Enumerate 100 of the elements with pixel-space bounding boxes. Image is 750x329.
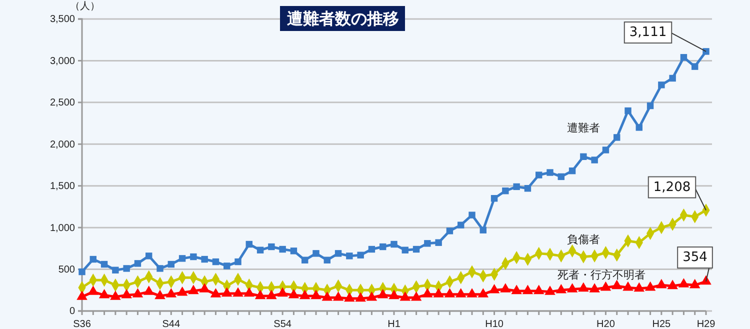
point bbox=[634, 282, 645, 292]
point bbox=[290, 248, 298, 254]
point bbox=[600, 281, 612, 291]
point bbox=[344, 292, 355, 302]
point bbox=[622, 281, 634, 291]
point bbox=[614, 134, 620, 141]
x-tick-label: H1 bbox=[388, 319, 401, 329]
y-tick-label: 500 bbox=[58, 264, 76, 276]
point bbox=[480, 226, 486, 234]
y-tick-label: 1,000 bbox=[50, 222, 76, 234]
point bbox=[511, 284, 522, 294]
point bbox=[636, 124, 642, 131]
point bbox=[455, 288, 466, 298]
point bbox=[322, 291, 333, 301]
point bbox=[669, 74, 676, 82]
point bbox=[658, 82, 665, 88]
series-label: 死者・行方不明者 bbox=[557, 268, 646, 282]
point bbox=[689, 278, 700, 288]
x-tick-label: H29 bbox=[696, 319, 716, 329]
point bbox=[680, 54, 688, 61]
point bbox=[201, 256, 208, 263]
point bbox=[490, 195, 498, 202]
point bbox=[500, 283, 511, 292]
point bbox=[368, 246, 376, 253]
point bbox=[433, 288, 444, 298]
point bbox=[332, 291, 344, 301]
point bbox=[646, 102, 654, 110]
point bbox=[268, 243, 275, 250]
x-tick-label: H25 bbox=[652, 319, 672, 329]
point bbox=[435, 239, 442, 246]
point bbox=[513, 183, 520, 190]
point bbox=[702, 48, 710, 55]
point bbox=[524, 185, 532, 192]
chart-title: 遭難者数の推移 bbox=[286, 9, 399, 28]
point bbox=[478, 288, 489, 298]
point bbox=[678, 278, 690, 288]
point bbox=[346, 252, 353, 260]
point bbox=[544, 286, 556, 295]
point bbox=[254, 290, 266, 300]
point bbox=[667, 280, 678, 290]
point bbox=[110, 290, 121, 300]
point bbox=[444, 288, 456, 298]
point bbox=[168, 260, 174, 268]
point bbox=[212, 258, 220, 266]
point bbox=[178, 255, 186, 262]
point bbox=[366, 291, 378, 301]
point bbox=[602, 146, 610, 154]
point bbox=[90, 256, 96, 263]
point bbox=[154, 290, 166, 300]
point bbox=[591, 156, 598, 164]
point bbox=[277, 287, 288, 297]
point bbox=[390, 240, 398, 248]
y-tick-label: 0 bbox=[69, 306, 76, 318]
point bbox=[299, 290, 310, 300]
point bbox=[357, 252, 364, 258]
point bbox=[143, 286, 154, 295]
point bbox=[568, 167, 576, 174]
series-label: 負傷者 bbox=[566, 232, 600, 246]
point bbox=[188, 284, 199, 294]
point bbox=[558, 173, 564, 180]
x-tick-label: S36 bbox=[73, 319, 92, 329]
point bbox=[468, 212, 476, 218]
point bbox=[134, 260, 142, 267]
point bbox=[422, 288, 433, 298]
point bbox=[312, 250, 320, 257]
x-tick-label: S44 bbox=[162, 319, 180, 329]
point bbox=[502, 188, 509, 194]
point bbox=[388, 290, 400, 300]
point bbox=[176, 286, 188, 296]
point bbox=[279, 246, 286, 253]
point bbox=[589, 283, 600, 292]
point bbox=[458, 222, 464, 228]
x-tick-label: S54 bbox=[274, 319, 292, 329]
point bbox=[121, 288, 132, 298]
point bbox=[156, 265, 164, 272]
point bbox=[424, 240, 431, 247]
point bbox=[288, 288, 300, 298]
point bbox=[611, 280, 622, 290]
point bbox=[446, 228, 454, 234]
point bbox=[234, 258, 242, 266]
point bbox=[546, 169, 554, 176]
point bbox=[78, 268, 86, 276]
point bbox=[700, 275, 712, 285]
point bbox=[334, 250, 342, 257]
point bbox=[76, 290, 88, 300]
point bbox=[256, 246, 264, 254]
point bbox=[533, 284, 544, 294]
point bbox=[410, 291, 422, 301]
point bbox=[190, 253, 197, 260]
point bbox=[146, 252, 152, 260]
point bbox=[566, 283, 578, 292]
point bbox=[302, 256, 308, 264]
x-tick-label: H20 bbox=[596, 319, 616, 329]
point bbox=[644, 281, 656, 291]
point bbox=[656, 278, 667, 288]
point bbox=[400, 291, 411, 301]
point bbox=[123, 265, 130, 272]
point bbox=[556, 284, 567, 294]
point bbox=[112, 266, 119, 274]
point bbox=[232, 287, 244, 297]
